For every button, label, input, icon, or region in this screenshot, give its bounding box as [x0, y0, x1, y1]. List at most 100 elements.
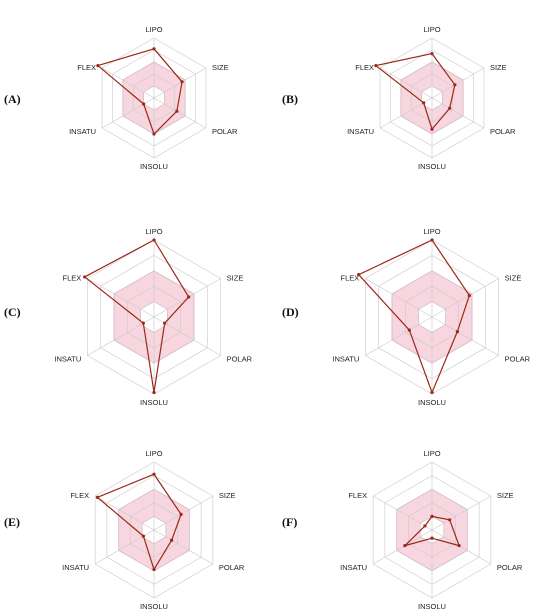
data-point-insolu [430, 536, 434, 540]
grid-spoke [379, 67, 433, 99]
axis-label-polar: POLAR [227, 355, 253, 364]
axis-label-size: SIZE [490, 63, 507, 72]
grid-spoke [87, 278, 155, 318]
axis-label-flex: FLEX [70, 491, 89, 500]
data-point-lipo [152, 238, 156, 242]
grid-spoke [365, 278, 433, 318]
axis-label-lipo: LIPO [423, 449, 440, 458]
axis-label-insolu: INSOLU [418, 602, 446, 611]
grid-spoke [101, 97, 155, 129]
data-point-size [467, 293, 471, 298]
axis-label-insatu: INSATU [69, 127, 96, 136]
axis-label-flex: FLEX [63, 274, 82, 283]
data-point-size [180, 80, 184, 84]
data-point-size [448, 518, 452, 522]
data-point-size [453, 83, 457, 87]
data-point-size [187, 295, 191, 299]
data-point-flex [374, 64, 378, 68]
data-point-lipo [430, 514, 434, 519]
data-point-insolu [152, 567, 156, 572]
axis-label-insatu: INSATU [54, 355, 81, 364]
data-point-lipo [152, 472, 156, 476]
data-point-insolu [430, 127, 434, 131]
axis-label-insatu: INSATU [62, 563, 89, 572]
grid-spoke [365, 316, 433, 356]
axis-label-flex: FLEX [77, 63, 96, 72]
panel-label: (C) [4, 305, 21, 319]
data-point-flex [95, 495, 100, 499]
grid-spoke [94, 495, 155, 531]
data-point-polar [457, 544, 461, 548]
axis-label-size: SIZE [505, 274, 522, 283]
axis-label-lipo: LIPO [145, 449, 162, 458]
axis-label-lipo: LIPO [145, 25, 162, 34]
panel-label: (D) [282, 305, 299, 319]
radar-panel: LIPO SIZE POLAR INSOLU INSATU FLEX (F) [282, 449, 523, 611]
axis-label-size: SIZE [212, 63, 229, 72]
axis-label-size: SIZE [227, 274, 244, 283]
grid-spoke [431, 97, 485, 129]
data-point-insatu [141, 321, 145, 325]
axis-label-lipo: LIPO [423, 25, 440, 34]
panel-label: (B) [282, 92, 298, 106]
axis-label-polar: POLAR [219, 563, 245, 572]
data-point-polar [170, 538, 174, 542]
grid-spoke [153, 495, 214, 531]
axis-label-insatu: INSATU [332, 355, 359, 364]
data-point-polar [175, 109, 179, 113]
axis-label-insatu: INSATU [340, 563, 367, 572]
data-point-lipo [430, 238, 434, 242]
grid-spoke [431, 67, 485, 99]
axis-label-insolu: INSOLU [418, 398, 446, 407]
data-point-polar [455, 330, 459, 334]
grid-spoke [372, 529, 433, 565]
radar-panel: LIPO SIZE POLAR INSOLU INSATU FLEX (E) [4, 449, 245, 611]
axis-label-insatu: INSATU [347, 127, 374, 136]
axis-label-size: SIZE [219, 491, 236, 500]
radar-panel: LIPO SIZE POLAR INSOLU INSATU FLEX (C) [4, 227, 253, 407]
grid-spoke [372, 495, 433, 531]
axis-label-insolu: INSOLU [140, 162, 168, 171]
data-point-flex [423, 524, 427, 528]
grid-spoke [153, 529, 214, 565]
data-point-flex [96, 64, 100, 68]
axis-label-flex: FLEX [348, 491, 367, 500]
data-point-insatu [403, 544, 407, 548]
data-point-polar [163, 321, 167, 325]
radar-panel: LIPO SIZE POLAR INSOLU INSATU FLEX (B) [282, 25, 516, 171]
grid-spoke [431, 316, 499, 356]
grid-spoke [101, 67, 155, 99]
data-point-flex [83, 275, 87, 279]
radar-panel: LIPO SIZE POLAR INSOLU INSATU FLEX (A) [4, 25, 238, 171]
axis-label-flex: FLEX [355, 63, 374, 72]
axis-label-flex: FLEX [341, 274, 360, 283]
grid-spoke [431, 529, 492, 565]
axis-label-insolu: INSOLU [140, 602, 168, 611]
data-point-polar [448, 106, 452, 110]
panel-label: (F) [282, 515, 297, 529]
axis-label-polar: POLAR [497, 563, 523, 572]
data-point-lipo [152, 47, 156, 51]
axis-label-polar: POLAR [212, 127, 238, 136]
panel-label: (E) [4, 515, 20, 529]
axis-label-polar: POLAR [505, 355, 531, 364]
axis-label-lipo: LIPO [145, 227, 162, 236]
axis-label-lipo: LIPO [423, 227, 440, 236]
grid-spoke [431, 278, 499, 318]
data-point-flex [357, 273, 361, 277]
axis-label-polar: POLAR [490, 127, 516, 136]
axis-label-insolu: INSOLU [418, 162, 446, 171]
grid-spoke [153, 97, 207, 129]
data-point-size [179, 512, 183, 516]
data-point-insatu [142, 102, 146, 106]
axis-label-size: SIZE [497, 491, 514, 500]
data-point-insolu [152, 132, 156, 136]
grid-spoke [153, 67, 207, 99]
data-point-insatu [141, 534, 145, 538]
data-point-lipo [430, 52, 434, 56]
data-point-insolu [152, 390, 156, 395]
data-point-insatu [407, 328, 411, 332]
data-point-insolu [430, 390, 434, 395]
grid-spoke [431, 495, 492, 531]
